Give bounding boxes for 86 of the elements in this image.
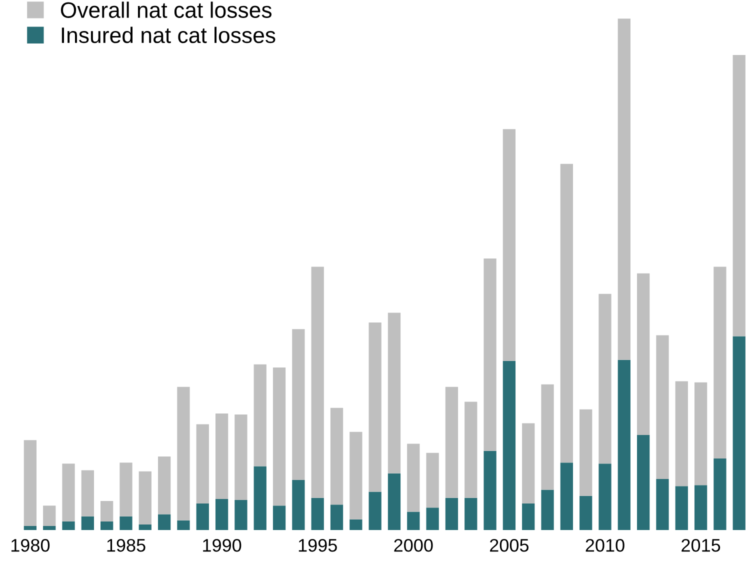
bar [24,440,37,526]
bar [407,512,420,530]
bar [618,18,630,360]
bar [330,504,344,530]
bar [464,498,478,530]
bar [254,466,266,530]
bar [177,386,190,520]
bar [62,464,75,522]
bar [234,500,248,530]
x-tick-label: 1995 [298,538,337,552]
bar [43,526,56,530]
bar [484,450,496,530]
bar [368,492,382,530]
bar [445,386,458,498]
bar [100,500,114,522]
bar [714,266,726,459]
bar [100,521,114,530]
bar [694,382,708,486]
bar [272,367,286,506]
bar [484,258,496,451]
bar [675,486,688,530]
bar [598,464,612,530]
bar [311,266,324,498]
x-tick-label: 1990 [203,538,242,552]
bar [522,504,535,530]
bar [618,360,630,530]
legend-label: Overall nat cat losses [60,2,272,18]
bar [426,508,439,530]
bar [714,458,726,530]
bar [502,360,516,530]
bar [81,470,94,516]
bar [388,312,401,474]
bar [350,432,362,520]
bar [502,129,516,361]
bar [311,498,324,530]
bar [138,524,152,530]
bar [560,462,573,530]
bar [254,364,266,466]
bar [656,335,669,479]
bar [675,381,688,486]
bar [636,273,650,436]
x-tick-label: 1985 [107,538,146,552]
bar [272,506,286,530]
bar [407,444,420,512]
bar [464,402,478,498]
bar [196,504,209,530]
bar [138,471,152,525]
x-tick-label: 2010 [586,538,624,552]
bar [292,329,305,480]
bar [120,462,132,516]
legend-label: Insured nat cat losses [62,26,276,44]
bar [694,485,708,530]
bar [196,424,209,504]
bar [732,336,746,530]
bar [426,452,439,508]
bar [598,294,612,464]
bar [541,490,554,530]
bar [81,516,94,530]
bar [580,409,592,496]
bar [120,516,132,530]
bar [215,414,228,499]
bar [368,322,382,492]
bar [350,519,362,530]
bar [732,54,746,336]
bar [445,498,458,530]
bar [636,435,650,530]
x-tick-label: 2000 [394,538,433,552]
bar [177,520,190,530]
x-tick-label: 1980 [11,538,50,552]
bar [522,423,535,504]
bar [158,514,171,530]
bar [24,526,37,530]
bar [43,506,56,526]
bar [215,498,228,530]
x-tick-label: 2005 [490,538,529,552]
bar [388,473,401,530]
bar [234,414,248,500]
bar [330,408,344,505]
bar [158,456,171,514]
bar [62,521,75,530]
bar [292,480,305,530]
bar [541,384,554,490]
bar [560,164,573,463]
bar [580,496,592,530]
x-tick-label: 2015 [682,538,720,552]
bar [656,478,669,530]
